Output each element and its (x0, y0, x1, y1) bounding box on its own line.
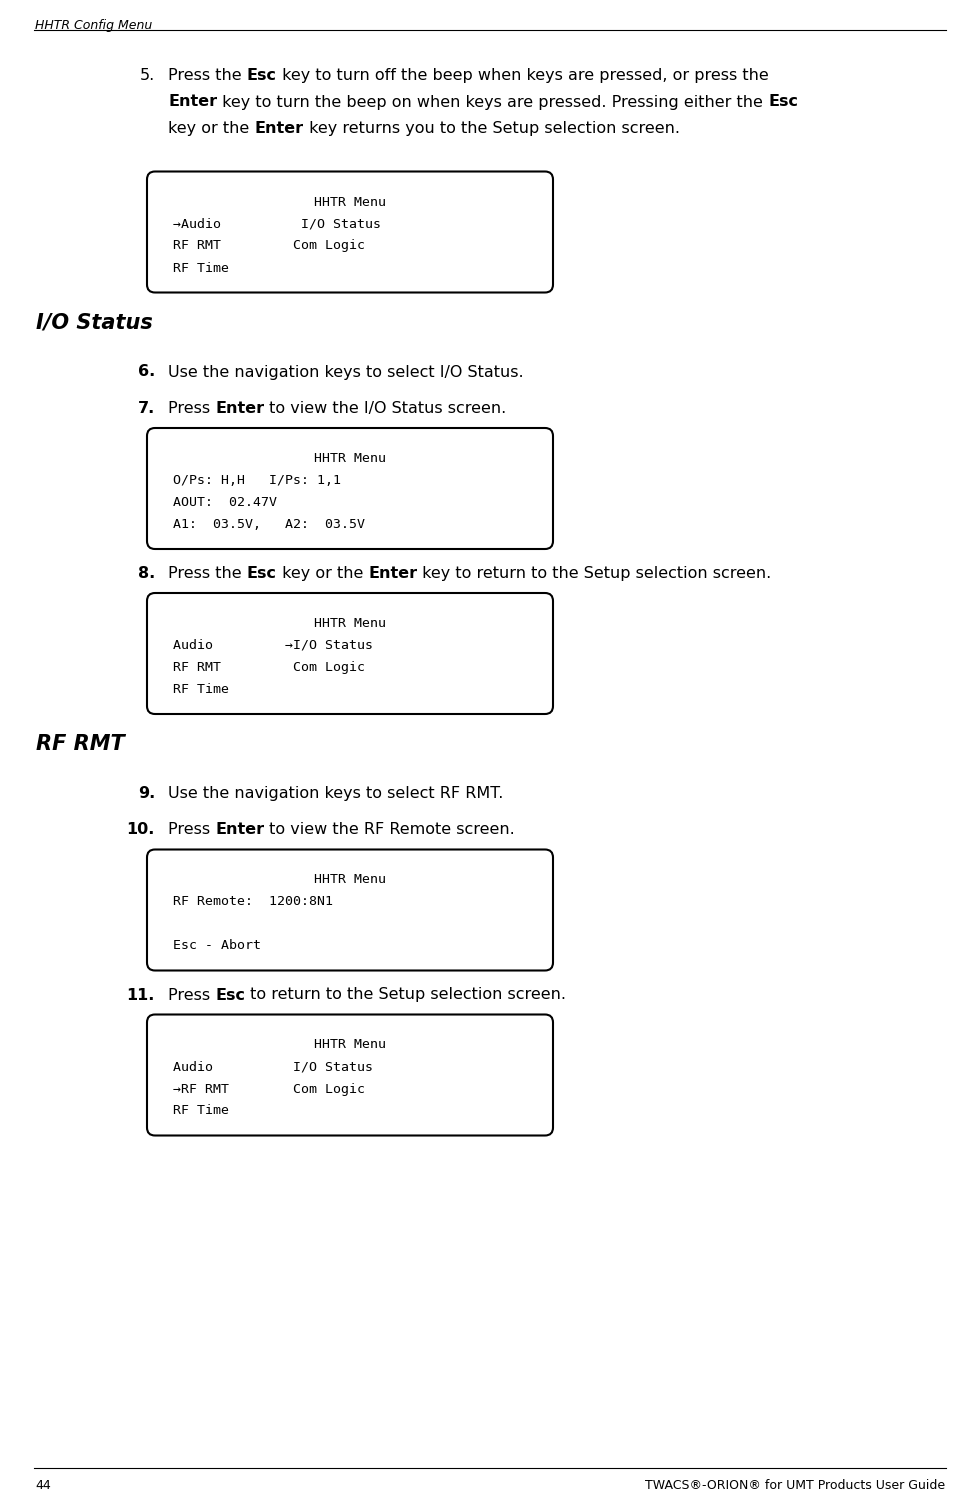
FancyBboxPatch shape (147, 171, 553, 293)
Text: 10.: 10. (126, 823, 155, 838)
FancyBboxPatch shape (147, 428, 553, 549)
Text: to view the RF Remote screen.: to view the RF Remote screen. (265, 823, 515, 838)
Text: Enter: Enter (368, 566, 417, 581)
Text: RF Remote:  1200:8N1: RF Remote: 1200:8N1 (173, 896, 333, 908)
Text: Esc: Esc (247, 68, 276, 83)
Text: →Audio          I/O Status: →Audio I/O Status (173, 218, 381, 231)
Text: Press: Press (168, 823, 216, 838)
Text: Press the: Press the (168, 566, 247, 581)
Text: Esc - Abort: Esc - Abort (173, 940, 261, 953)
Text: RF Time: RF Time (173, 261, 229, 275)
Text: 44: 44 (35, 1478, 51, 1492)
Text: Press: Press (168, 988, 216, 1003)
Text: I/O Status: I/O Status (36, 312, 153, 333)
Text: Press the: Press the (168, 68, 247, 83)
FancyBboxPatch shape (147, 850, 553, 971)
Text: to view the I/O Status screen.: to view the I/O Status screen. (265, 401, 507, 416)
Text: to return to the Setup selection screen.: to return to the Setup selection screen. (245, 988, 566, 1003)
FancyBboxPatch shape (147, 593, 553, 714)
Text: HHTR Menu: HHTR Menu (314, 1039, 386, 1052)
Text: Enter: Enter (255, 122, 304, 137)
Text: HHTR Menu: HHTR Menu (314, 452, 386, 465)
Text: RF Time: RF Time (173, 683, 229, 696)
Text: key returns you to the Setup selection screen.: key returns you to the Setup selection s… (304, 122, 679, 137)
Text: Esc: Esc (216, 988, 245, 1003)
Text: Enter: Enter (216, 401, 265, 416)
Text: RF RMT: RF RMT (36, 734, 124, 754)
Text: Esc: Esc (768, 95, 798, 110)
Text: Esc: Esc (247, 566, 276, 581)
Text: Audio          I/O Status: Audio I/O Status (173, 1061, 373, 1073)
Text: HHTR Config Menu: HHTR Config Menu (35, 20, 152, 32)
Text: Press: Press (168, 401, 216, 416)
Text: key or the: key or the (276, 566, 368, 581)
Text: TWACS®-ORION® for UMT Products User Guide: TWACS®-ORION® for UMT Products User Guid… (645, 1478, 945, 1492)
Text: HHTR Menu: HHTR Menu (314, 617, 386, 630)
Text: Audio         →I/O Status: Audio →I/O Status (173, 639, 373, 651)
Text: HHTR Menu: HHTR Menu (314, 195, 386, 209)
FancyBboxPatch shape (147, 1015, 553, 1135)
Text: Use the navigation keys to select I/O Status.: Use the navigation keys to select I/O St… (168, 365, 523, 380)
Text: Enter: Enter (168, 95, 218, 110)
Text: 11.: 11. (126, 988, 155, 1003)
Text: 7.: 7. (138, 401, 155, 416)
Text: key to turn the beep on when keys are pressed. Pressing either the: key to turn the beep on when keys are pr… (218, 95, 768, 110)
Text: 8.: 8. (138, 566, 155, 581)
Text: RF Time: RF Time (173, 1105, 229, 1118)
Text: key or the: key or the (168, 122, 255, 137)
Text: AOUT:  02.47V: AOUT: 02.47V (173, 495, 277, 509)
Text: RF RMT         Com Logic: RF RMT Com Logic (173, 240, 365, 252)
Text: O/Ps: H,H   I/Ps: 1,1: O/Ps: H,H I/Ps: 1,1 (173, 474, 341, 486)
Text: 9.: 9. (138, 787, 155, 802)
Text: →RF RMT        Com Logic: →RF RMT Com Logic (173, 1082, 365, 1096)
Text: 5.: 5. (140, 68, 155, 83)
Text: Use the navigation keys to select RF RMT.: Use the navigation keys to select RF RMT… (168, 787, 504, 802)
Text: RF RMT         Com Logic: RF RMT Com Logic (173, 660, 365, 674)
Text: key to return to the Setup selection screen.: key to return to the Setup selection scr… (417, 566, 771, 581)
Text: Enter: Enter (216, 823, 265, 838)
Text: 6.: 6. (138, 365, 155, 380)
Text: HHTR Menu: HHTR Menu (314, 874, 386, 887)
Text: key to turn off the beep when keys are pressed, or press the: key to turn off the beep when keys are p… (276, 68, 768, 83)
Text: A1:  03.5V,   A2:  03.5V: A1: 03.5V, A2: 03.5V (173, 518, 365, 531)
